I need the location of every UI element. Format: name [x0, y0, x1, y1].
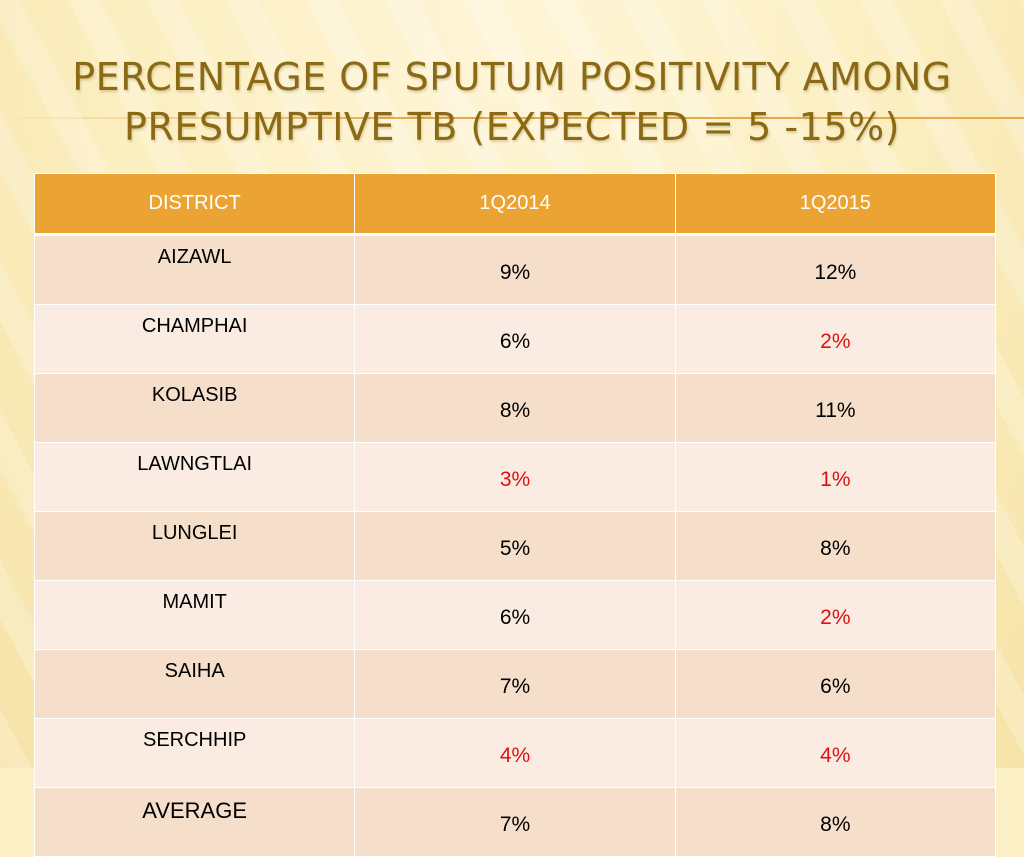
- value-cell-1q2015: 4%: [674, 718, 997, 788]
- value-cell-1q2014: 6%: [354, 580, 676, 650]
- table-row: SERCHHIP 4% 4%: [33, 718, 997, 788]
- district-cell: CHAMPHAI: [33, 304, 356, 374]
- district-cell: MAMIT: [33, 580, 356, 650]
- district-cell: KOLASIB: [33, 373, 356, 443]
- value-cell-1q2015: 8%: [674, 511, 997, 581]
- value-cell-1q2014: 5%: [354, 511, 676, 581]
- value-cell-1q2015: 8%: [674, 787, 997, 857]
- value-cell-1q2015: 1%: [674, 442, 997, 512]
- district-cell: LAWNGTLAI: [33, 442, 356, 512]
- sputum-positivity-table: DISTRICT 1Q2014 1Q2015 AIZAWL 9% 12% CHAMPH…: [33, 173, 997, 857]
- district-cell: AVERAGE: [33, 787, 356, 857]
- table-header-row: DISTRICT 1Q2014 1Q2015: [33, 173, 997, 236]
- value-cell-1q2014: 3%: [354, 442, 676, 512]
- slide-title: PERCENTAGE OF SPUTUM POSITIVITY AMONG PR…: [30, 52, 994, 152]
- column-header-1q2015: 1Q2015: [674, 173, 997, 236]
- table-row: SAIHA 7% 6%: [33, 649, 997, 719]
- value-cell-1q2014: 4%: [354, 718, 676, 788]
- table-row: AVERAGE 7% 8%: [33, 787, 997, 857]
- column-header-district: DISTRICT: [33, 173, 356, 236]
- value-cell-1q2015: 2%: [674, 580, 997, 650]
- value-cell-1q2015: 12%: [674, 234, 997, 305]
- value-cell-1q2015: 11%: [674, 373, 997, 443]
- table-row: LUNGLEI 5% 8%: [33, 511, 997, 581]
- district-cell: SERCHHIP: [33, 718, 356, 788]
- value-cell-1q2014: 7%: [354, 787, 676, 857]
- district-cell: AIZAWL: [33, 234, 356, 305]
- table-row: AIZAWL 9% 12%: [33, 234, 997, 305]
- district-cell: SAIHA: [33, 649, 356, 719]
- table-row: CHAMPHAI 6% 2%: [33, 304, 997, 374]
- column-header-1q2014: 1Q2014: [354, 173, 676, 236]
- table-row: MAMIT 6% 2%: [33, 580, 997, 650]
- value-cell-1q2015: 2%: [674, 304, 997, 374]
- table-row: LAWNGTLAI 3% 1%: [33, 442, 997, 512]
- value-cell-1q2014: 7%: [354, 649, 676, 719]
- title-line-1: PERCENTAGE OF SPUTUM POSITIVITY AMONG: [72, 55, 952, 99]
- value-cell-1q2014: 6%: [354, 304, 676, 374]
- title-line-2: PRESUMPTIVE TB (EXPECTED = 5 -15%): [124, 105, 900, 149]
- table-body: AIZAWL 9% 12% CHAMPHAI 6% 2% KOLASIB 8% 11% LAWNG…: [33, 234, 997, 857]
- table-row: KOLASIB 8% 11%: [33, 373, 997, 443]
- value-cell-1q2014: 8%: [354, 373, 676, 443]
- title-underline: [0, 117, 1024, 119]
- district-cell: LUNGLEI: [33, 511, 356, 581]
- value-cell-1q2014: 9%: [354, 234, 676, 305]
- value-cell-1q2015: 6%: [674, 649, 997, 719]
